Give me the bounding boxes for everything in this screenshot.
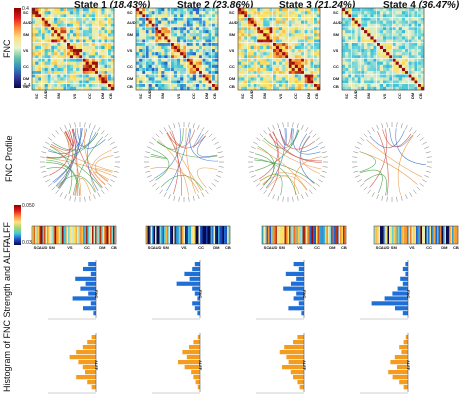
alff-3-label-cc: CC (314, 245, 320, 250)
alff-3-label-sm: SM (278, 245, 285, 250)
alff-4-label-sc: SC (375, 245, 382, 250)
histogram-state-3 (256, 260, 305, 394)
alff-4-label-cb: CB (452, 245, 459, 250)
alff-bar-state-3 (261, 225, 347, 245)
alff-1-label-aud: AUD (38, 245, 48, 250)
matrix-1-network-label-sm: SM (23, 32, 29, 38)
matrix-2-network-label-cb: CB (127, 84, 133, 90)
matrix-4-network-label-vs: VS (333, 48, 339, 54)
matrix-2-network-label-sm: SM (127, 32, 133, 38)
alff-colorbar-max: 0.050 (22, 203, 35, 209)
alff-1-label-cc: CC (84, 245, 90, 250)
histogram-2-fnc-label: FNC (198, 290, 203, 299)
alff-2-label-cc: CC (198, 245, 204, 250)
histogram-2-alff-label: ALFF (198, 360, 203, 371)
histogram-4-alff-label: ALFF (406, 360, 411, 371)
alff-1-label-dm: DM (99, 245, 106, 250)
matrix-4-network-label-aud: AUD (333, 19, 342, 25)
matrix-2-network-label-aud: AUD (127, 19, 136, 25)
alff-colorbar-min: 0.035 (22, 240, 35, 246)
matrix-1-network-label-sc: SC (23, 10, 29, 16)
matrix-1-network-label-cb: CB (23, 84, 29, 90)
histogram-state-1 (48, 260, 97, 394)
histogram-3-alff-label: ALFF (302, 360, 307, 371)
matrix-3-network-label-aud: AUD (229, 19, 238, 25)
matrix-2-network-label-dm: DM (127, 76, 134, 82)
matrix-4-network-label-sm: SM (333, 32, 339, 38)
alff-2-label-vs: VS (181, 245, 187, 250)
fnc-matrix-state-4 (341, 7, 425, 91)
matrix-2-network-label-cc: CC (127, 63, 133, 69)
alff-3-label-vs: VS (297, 245, 303, 250)
matrix-1-network-label-aud: AUD (23, 19, 32, 25)
alff-2-label-aud: AUD (152, 245, 162, 250)
fnc-profile-state-1 (40, 122, 120, 202)
alff-3-label-cb: CB (340, 245, 347, 250)
state-1-title: State 1 (18.43%) (74, 0, 151, 11)
fnc-matrix-state-2 (135, 7, 219, 91)
matrix-3-network-label-vs: VS (229, 48, 235, 54)
alff-1-label-sc: SC (33, 245, 40, 250)
fnc-matrix-state-3 (237, 7, 321, 91)
alff-1-label-vs: VS (67, 245, 73, 250)
alff-4-label-dm: DM (441, 245, 448, 250)
matrix-2-network-label-sc: SC (127, 10, 133, 16)
fnc-matrix-state-1 (31, 7, 115, 91)
alff-bar-state-4 (373, 225, 459, 245)
fnc-profile-state-4 (352, 122, 432, 202)
alff-4-label-aud: AUD (380, 245, 390, 250)
alff-4-label-vs: VS (409, 245, 415, 250)
alff-2-label-cb: CB (224, 245, 231, 250)
matrix-3-network-label-cb: CB (229, 84, 235, 90)
matrix-3-network-label-cc: CC (229, 63, 235, 69)
alff-4-label-sm: SM (390, 245, 397, 250)
matrix-1-network-label-cc: CC (23, 63, 29, 69)
state-4-title: State 4 (36.47%) (383, 0, 460, 11)
matrix-3-network-label-dm: DM (229, 76, 236, 82)
matrix-2-network-label-vs: VS (127, 48, 133, 54)
histogram-state-4 (360, 260, 409, 394)
matrix-1-network-label-vs: VS (23, 48, 29, 54)
matrix-1-network-label-dm: DM (23, 76, 30, 82)
alff-2-label-sm: SM (162, 245, 169, 250)
matrix-3-network-label-sc: SC (229, 10, 235, 16)
alff-3-label-aud: AUD (268, 245, 278, 250)
alff-3-label-sc: SC (263, 245, 270, 250)
fnc-colorbar (14, 8, 21, 88)
matrix-4-network-label-sc: SC (333, 10, 339, 16)
alff-2-label-sc: SC (147, 245, 154, 250)
alff-1-label-sm: SM (48, 245, 55, 250)
matrix-4-network-label-cc: CC (333, 63, 339, 69)
histogram-4-fnc-label: FNC (406, 290, 411, 299)
matrix-4-network-label-cb: CB (333, 84, 339, 90)
fnc-profile-state-3 (248, 122, 328, 202)
histogram-1-alff-label: ALFF (94, 360, 99, 371)
alff-bar-state-1 (31, 225, 117, 245)
alff-4-label-cc: CC (426, 245, 432, 250)
alff-2-label-dm: DM (213, 245, 220, 250)
histogram-3-fnc-label: FNC (302, 290, 307, 299)
fnc-colorbar-max: 0.4 (22, 6, 29, 12)
state-3-title: State 3 (21.24%) (279, 0, 356, 11)
alff-colorbar (14, 205, 21, 245)
alff-bar-state-2 (145, 225, 231, 245)
fnc-colorbar-min: -0.4 (22, 83, 31, 89)
matrix-4-network-label-dm: DM (333, 76, 340, 82)
matrix-3-network-label-sm: SM (229, 32, 235, 38)
histogram-state-2 (152, 260, 201, 394)
histogram-1-fnc-label: FNC (94, 290, 99, 299)
alff-3-label-dm: DM (329, 245, 336, 250)
state-2-title: State 2 (23.86%) (177, 0, 254, 11)
fnc-profile-state-2 (144, 122, 224, 202)
alff-1-label-cb: CB (110, 245, 117, 250)
